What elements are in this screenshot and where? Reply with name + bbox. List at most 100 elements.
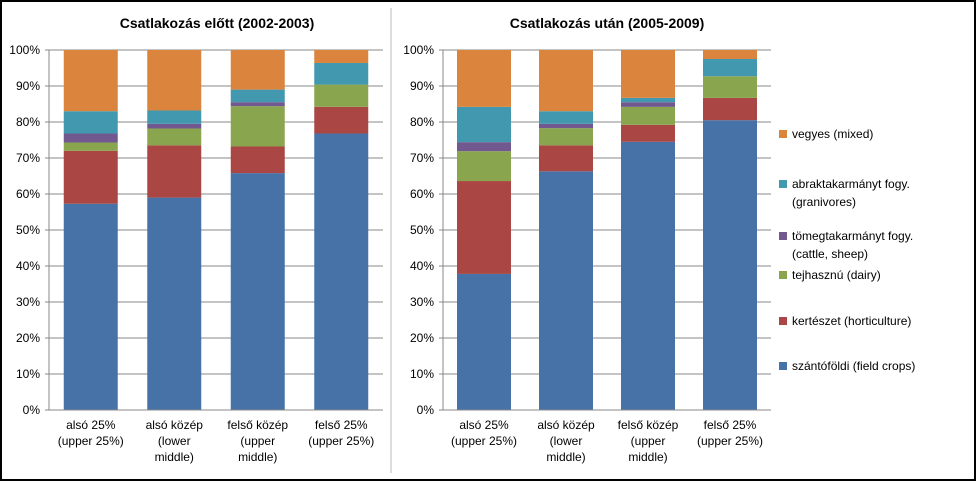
legend-label-line: tejhasznú (dairy)	[792, 268, 881, 282]
x-category-label: felső közép (upper middle)	[227, 418, 288, 464]
x-category-label-line: (upper 25%)	[58, 434, 124, 448]
x-category-label: alsó közép (lower middle)	[537, 418, 595, 464]
y-tick-label: 60%	[16, 187, 40, 201]
legend-swatch-szantofoldi	[779, 362, 787, 370]
bar-segment-szantofoldi	[539, 171, 593, 410]
legend-label-vegyes: vegyes (mixed)	[792, 127, 873, 141]
legend-swatch-tejhasznu	[779, 271, 787, 279]
bar-segment-kerteszet	[230, 146, 285, 174]
x-category-label-line: (upper 25%)	[451, 434, 517, 448]
bar-segment-kerteszet	[457, 181, 511, 274]
bar-segment-tomegtakarmany	[539, 123, 593, 129]
y-tick-label: 100%	[9, 43, 40, 57]
bar-segment-abrak	[147, 110, 202, 124]
x-category-label-line: felső közép	[227, 418, 288, 432]
y-tick-label: 30%	[410, 295, 434, 309]
bar-segment-vegyes	[147, 50, 202, 111]
y-tick-label: 80%	[16, 115, 40, 129]
bar-segment-tomegtakarmany	[63, 133, 118, 143]
bar-segment-szantofoldi	[147, 197, 202, 410]
bar-segment-abrak	[230, 89, 285, 103]
x-category-label-line: alsó 25%	[66, 418, 116, 432]
bar-segment-tejhasznu	[621, 106, 675, 125]
x-category-label: alsó közép (lower middle)	[146, 418, 204, 464]
y-tick-label: 0%	[23, 403, 41, 417]
legend-label-line: (granivores)	[792, 195, 856, 209]
y-tick-label: 20%	[16, 331, 40, 345]
bar-segment-abrak	[457, 106, 511, 143]
x-category-label-line: alsó 25%	[459, 418, 509, 432]
y-tick-label: 60%	[410, 187, 434, 201]
chart-title: Csatlakozás előtt (2002-2003)	[120, 15, 315, 31]
chart-after-accession: Csatlakozás után (2005-2009) 0% 10% 20% 30% 4…	[403, 15, 771, 464]
legend-label-line: kertészet (horticulture)	[792, 314, 911, 328]
y-tick-label: 10%	[16, 367, 40, 381]
legend-label-abrak: abraktakarmányt fogy. (granivores)	[792, 177, 910, 209]
y-tick-label: 50%	[16, 223, 40, 237]
legend-swatch-kerteszet	[779, 317, 787, 325]
bar-segment-kerteszet	[314, 106, 369, 134]
legend-label-line: tömegtakarmányt fogy.	[792, 229, 913, 243]
legend-label-tomegtakarmany: tömegtakarmányt fogy. (cattle, sheep)	[792, 229, 913, 261]
bar-segment-tejhasznu	[539, 128, 593, 146]
x-category-label-line: (lower	[158, 434, 191, 448]
legend-swatch-abrak	[779, 180, 787, 188]
bar-segment-vegyes	[539, 50, 593, 112]
bar-segment-vegyes	[621, 50, 675, 98]
chart-title: Csatlakozás után (2005-2009)	[510, 15, 705, 31]
y-tick-label: 30%	[16, 295, 40, 309]
y-tick-label: 100%	[403, 43, 434, 57]
x-category-label: alsó 25% (upper 25%)	[58, 418, 124, 448]
x-category-label-line: alsó közép	[537, 418, 595, 432]
bar-segment-kerteszet	[703, 97, 757, 121]
x-category-label: alsó 25% (upper 25%)	[451, 418, 517, 448]
x-category-label-line: middle)	[155, 450, 194, 464]
legend-label-tejhasznu: tejhasznú (dairy)	[792, 268, 881, 282]
legend-label-szantofoldi: szántóföldi (field crops)	[792, 359, 915, 373]
bar-segment-szantofoldi	[230, 173, 285, 410]
legend-label-line: vegyes (mixed)	[792, 127, 873, 141]
bar-segment-tomegtakarmany	[230, 102, 285, 107]
y-tick-label: 70%	[410, 151, 434, 165]
legend-swatch-vegyes	[779, 130, 787, 138]
x-category-label-line: felső 25%	[704, 418, 757, 432]
x-category-label-line: (lower	[550, 434, 583, 448]
x-category-label-line: (upper 25%)	[697, 434, 763, 448]
x-category-label-line: felső 25%	[315, 418, 368, 432]
bar-segment-tejhasznu	[63, 142, 118, 151]
bar-segment-abrak	[703, 59, 757, 77]
bar-segment-tejhasznu	[703, 76, 757, 98]
x-category-label: felső 25% (upper 25%)	[697, 418, 763, 448]
bar-segment-abrak	[539, 111, 593, 124]
legend: vegyes (mixed) abraktakarmányt fogy. (gran…	[779, 127, 915, 373]
bar-segment-vegyes	[457, 50, 511, 107]
x-category-label-line: alsó közép	[146, 418, 204, 432]
x-category-label-line: (upper 25%)	[308, 434, 374, 448]
bar-segment-kerteszet	[539, 145, 593, 172]
x-category-label: felső 25% (upper 25%)	[308, 418, 374, 448]
y-tick-label: 0%	[417, 403, 435, 417]
bar-segment-tejhasznu	[457, 151, 511, 182]
y-tick-label: 40%	[410, 259, 434, 273]
bar-segment-vegyes	[314, 50, 369, 63]
x-category-label: felső közép (upper middle)	[618, 418, 679, 464]
bar-segment-kerteszet	[621, 124, 675, 142]
x-category-label-line: middle)	[628, 450, 667, 464]
x-category-label-line: middle)	[238, 450, 277, 464]
bar-segment-tejhasznu	[314, 84, 369, 107]
bar-segment-szantofoldi	[703, 120, 757, 410]
bar-segment-tejhasznu	[147, 128, 202, 146]
bar-segment-abrak	[314, 62, 369, 85]
y-tick-label: 10%	[410, 367, 434, 381]
y-tick-label: 90%	[410, 79, 434, 93]
y-tick-label: 80%	[410, 115, 434, 129]
y-tick-label: 40%	[16, 259, 40, 273]
bar-segment-tomegtakarmany	[457, 142, 511, 152]
legend-swatch-tomegtakarmany	[779, 232, 787, 240]
bar-segment-tomegtakarmany	[147, 123, 202, 129]
legend-label-line: szántóföldi (field crops)	[792, 359, 915, 373]
bar-segment-vegyes	[703, 50, 757, 59]
legend-label-line: (cattle, sheep)	[792, 247, 868, 261]
